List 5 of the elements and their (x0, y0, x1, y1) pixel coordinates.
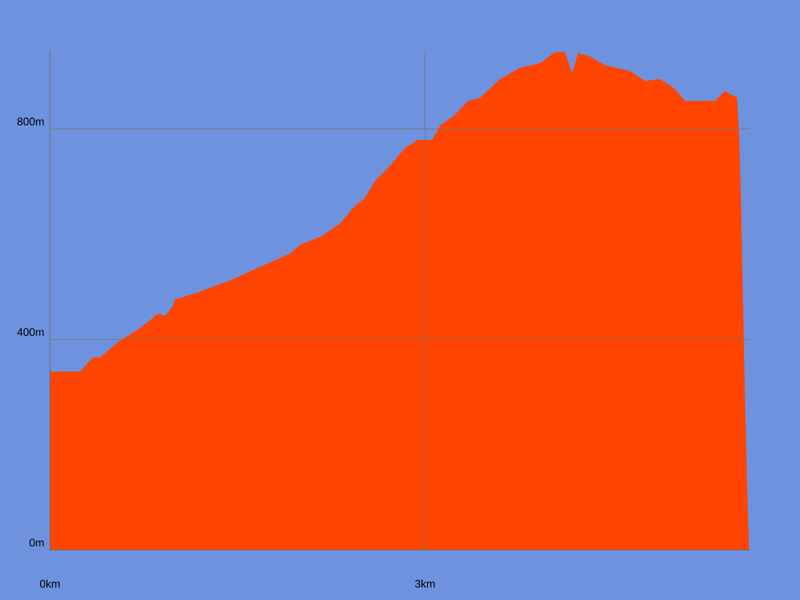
x-tick-label: 3km (415, 580, 435, 588)
y-tick-label: 800m (17, 118, 44, 126)
y-tick-label: 400m (17, 328, 44, 336)
x-tick-label: 0km (40, 580, 60, 588)
y-tick-label: 0m (30, 538, 44, 546)
